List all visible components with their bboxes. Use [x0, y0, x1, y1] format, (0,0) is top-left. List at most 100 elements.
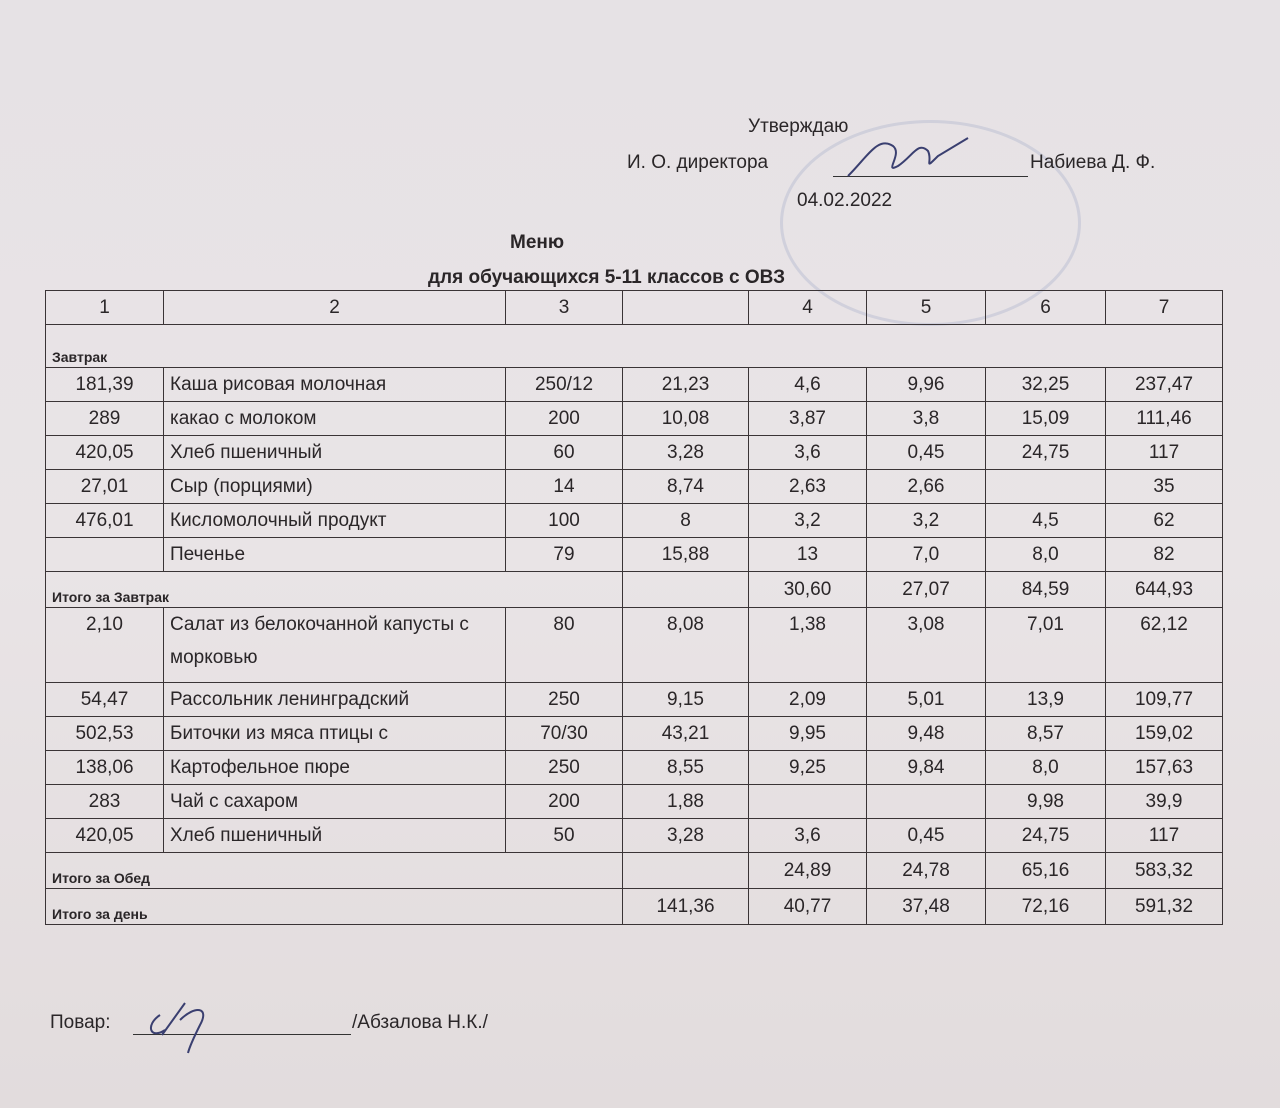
nutrition-value: 250/12 [505, 367, 623, 402]
total-value [622, 571, 749, 608]
dish-name: Печенье [163, 537, 506, 572]
total-value: 84,59 [985, 571, 1106, 608]
menu-item-row: 138,06 Картофельное пюре 250 8,55 9,25 9,84 8,… [45, 750, 1223, 785]
total-row: Итого за Обед 24,89 24,78 65,16 583,32 [45, 852, 1223, 889]
total-value: 37,48 [866, 888, 986, 925]
total-label: Итого за Обед [45, 852, 623, 889]
dish-name: Картофельное пюре [163, 750, 506, 785]
nutrition-value: 13,9 [985, 682, 1106, 717]
nutrition-value: 24,75 [985, 818, 1106, 853]
total-value: 30,60 [748, 571, 867, 608]
nutrition-value: 8,55 [622, 750, 749, 785]
nutrition-value: 82 [1105, 537, 1223, 572]
nutrition-value: 237,47 [1105, 367, 1223, 402]
nutrition-value: 39,9 [1105, 784, 1223, 819]
dish-name: Рассольник ленинградский [163, 682, 506, 717]
nutrition-value: 0,45 [866, 818, 986, 853]
nutrition-value [866, 784, 986, 819]
nutrition-value: 8,74 [622, 469, 749, 504]
column-number: 5 [866, 290, 986, 325]
nutrition-value: 79 [505, 537, 623, 572]
column-number: 4 [748, 290, 867, 325]
director-signature-line [833, 176, 1028, 177]
nutrition-value: 3,28 [622, 818, 749, 853]
column-number [622, 290, 749, 325]
dish-name: Хлеб пшеничный [163, 435, 506, 470]
recipe-number: 420,05 [45, 435, 164, 470]
total-value: 583,32 [1105, 852, 1223, 889]
section-row: Завтрак [45, 324, 1223, 368]
recipe-number: 54,47 [45, 682, 164, 717]
menu-item-row: 502,53 Биточки из мяса птицы с 70/30 43,21 9… [45, 716, 1223, 751]
nutrition-value: 3,8 [866, 401, 986, 436]
nutrition-value: 32,25 [985, 367, 1106, 402]
nutrition-value: 80 [505, 607, 623, 683]
recipe-number: 283 [45, 784, 164, 819]
menu-item-row: 181,39 Каша рисовая молочная 250/12 21,23 4,… [45, 367, 1223, 402]
menu-item-row: 476,01 Кисломолочный продукт 100 8 3,2 3,2 4,5… [45, 503, 1223, 538]
total-row: Итого за Завтрак 30,60 27,07 84,59 644,93 [45, 571, 1223, 608]
nutrition-value: 50 [505, 818, 623, 853]
nutrition-value: 62 [1105, 503, 1223, 538]
dish-name: Салат из белокочанной капусты с морковью [163, 607, 506, 683]
column-number: 1 [45, 290, 164, 325]
recipe-number: 2,10 [45, 607, 164, 683]
nutrition-value: 60 [505, 435, 623, 470]
menu-item-row: 420,05 Хлеб пшеничный 60 3,28 3,6 0,45 24,75 11… [45, 435, 1223, 470]
recipe-number: 27,01 [45, 469, 164, 504]
cook-label: Повар: [50, 1012, 111, 1033]
nutrition-value: 14 [505, 469, 623, 504]
nutrition-value: 9,15 [622, 682, 749, 717]
nutrition-value: 100 [505, 503, 623, 538]
total-value: 27,07 [866, 571, 986, 608]
menu-item-row: 2,10 Салат из белокочанной капусты с морк… [45, 607, 1223, 683]
nutrition-value: 3,08 [866, 607, 986, 683]
nutrition-value: 70/30 [505, 716, 623, 751]
director-signature [847, 137, 969, 177]
nutrition-value: 3,87 [748, 401, 867, 436]
nutrition-value: 2,66 [866, 469, 986, 504]
nutrition-value: 8,57 [985, 716, 1106, 751]
total-value: 591,32 [1105, 888, 1223, 925]
nutrition-value: 200 [505, 784, 623, 819]
column-number: 6 [985, 290, 1106, 325]
nutrition-value: 8,0 [985, 750, 1106, 785]
column-number: 2 [163, 290, 506, 325]
total-value: 24,89 [748, 852, 867, 889]
nutrition-value: 9,48 [866, 716, 986, 751]
recipe-number: 181,39 [45, 367, 164, 402]
nutrition-value: 111,46 [1105, 401, 1223, 436]
nutrition-value: 4,6 [748, 367, 867, 402]
nutrition-value: 1,38 [748, 607, 867, 683]
column-number: 3 [505, 290, 623, 325]
total-row: Итого за день 141,36 40,77 37,48 72,16 591,32 [45, 888, 1223, 925]
nutrition-value: 3,28 [622, 435, 749, 470]
nutrition-value [748, 784, 867, 819]
nutrition-value: 21,23 [622, 367, 749, 402]
nutrition-value: 9,96 [866, 367, 986, 402]
dish-name: Кисломолочный продукт [163, 503, 506, 538]
approval-heading: Утверждаю [748, 116, 849, 137]
total-label: Итого за Завтрак [45, 571, 623, 608]
nutrition-value: 250 [505, 682, 623, 717]
dish-name: Хлеб пшеничный [163, 818, 506, 853]
recipe-number: 476,01 [45, 503, 164, 538]
total-value: 65,16 [985, 852, 1106, 889]
menu-item-row: 27,01 Сыр (порциями) 14 8,74 2,63 2,66 35 [45, 469, 1223, 504]
nutrition-value: 13 [748, 537, 867, 572]
dish-name: Биточки из мяса птицы с [163, 716, 506, 751]
menu-table: 1 2 3 4 5 6 7 Завтрак 181,39 Каша рисовая молочна… [45, 290, 1223, 925]
nutrition-value: 15,09 [985, 401, 1106, 436]
nutrition-value: 157,63 [1105, 750, 1223, 785]
nutrition-value: 3,2 [748, 503, 867, 538]
nutrition-value: 8,0 [985, 537, 1106, 572]
nutrition-value: 1,88 [622, 784, 749, 819]
nutrition-value: 2,09 [748, 682, 867, 717]
nutrition-value: 3,2 [866, 503, 986, 538]
recipe-number: 420,05 [45, 818, 164, 853]
nutrition-value: 159,02 [1105, 716, 1223, 751]
nutrition-value [985, 469, 1106, 504]
nutrition-value: 9,95 [748, 716, 867, 751]
nutrition-value: 8,08 [622, 607, 749, 683]
total-value: 24,78 [866, 852, 986, 889]
